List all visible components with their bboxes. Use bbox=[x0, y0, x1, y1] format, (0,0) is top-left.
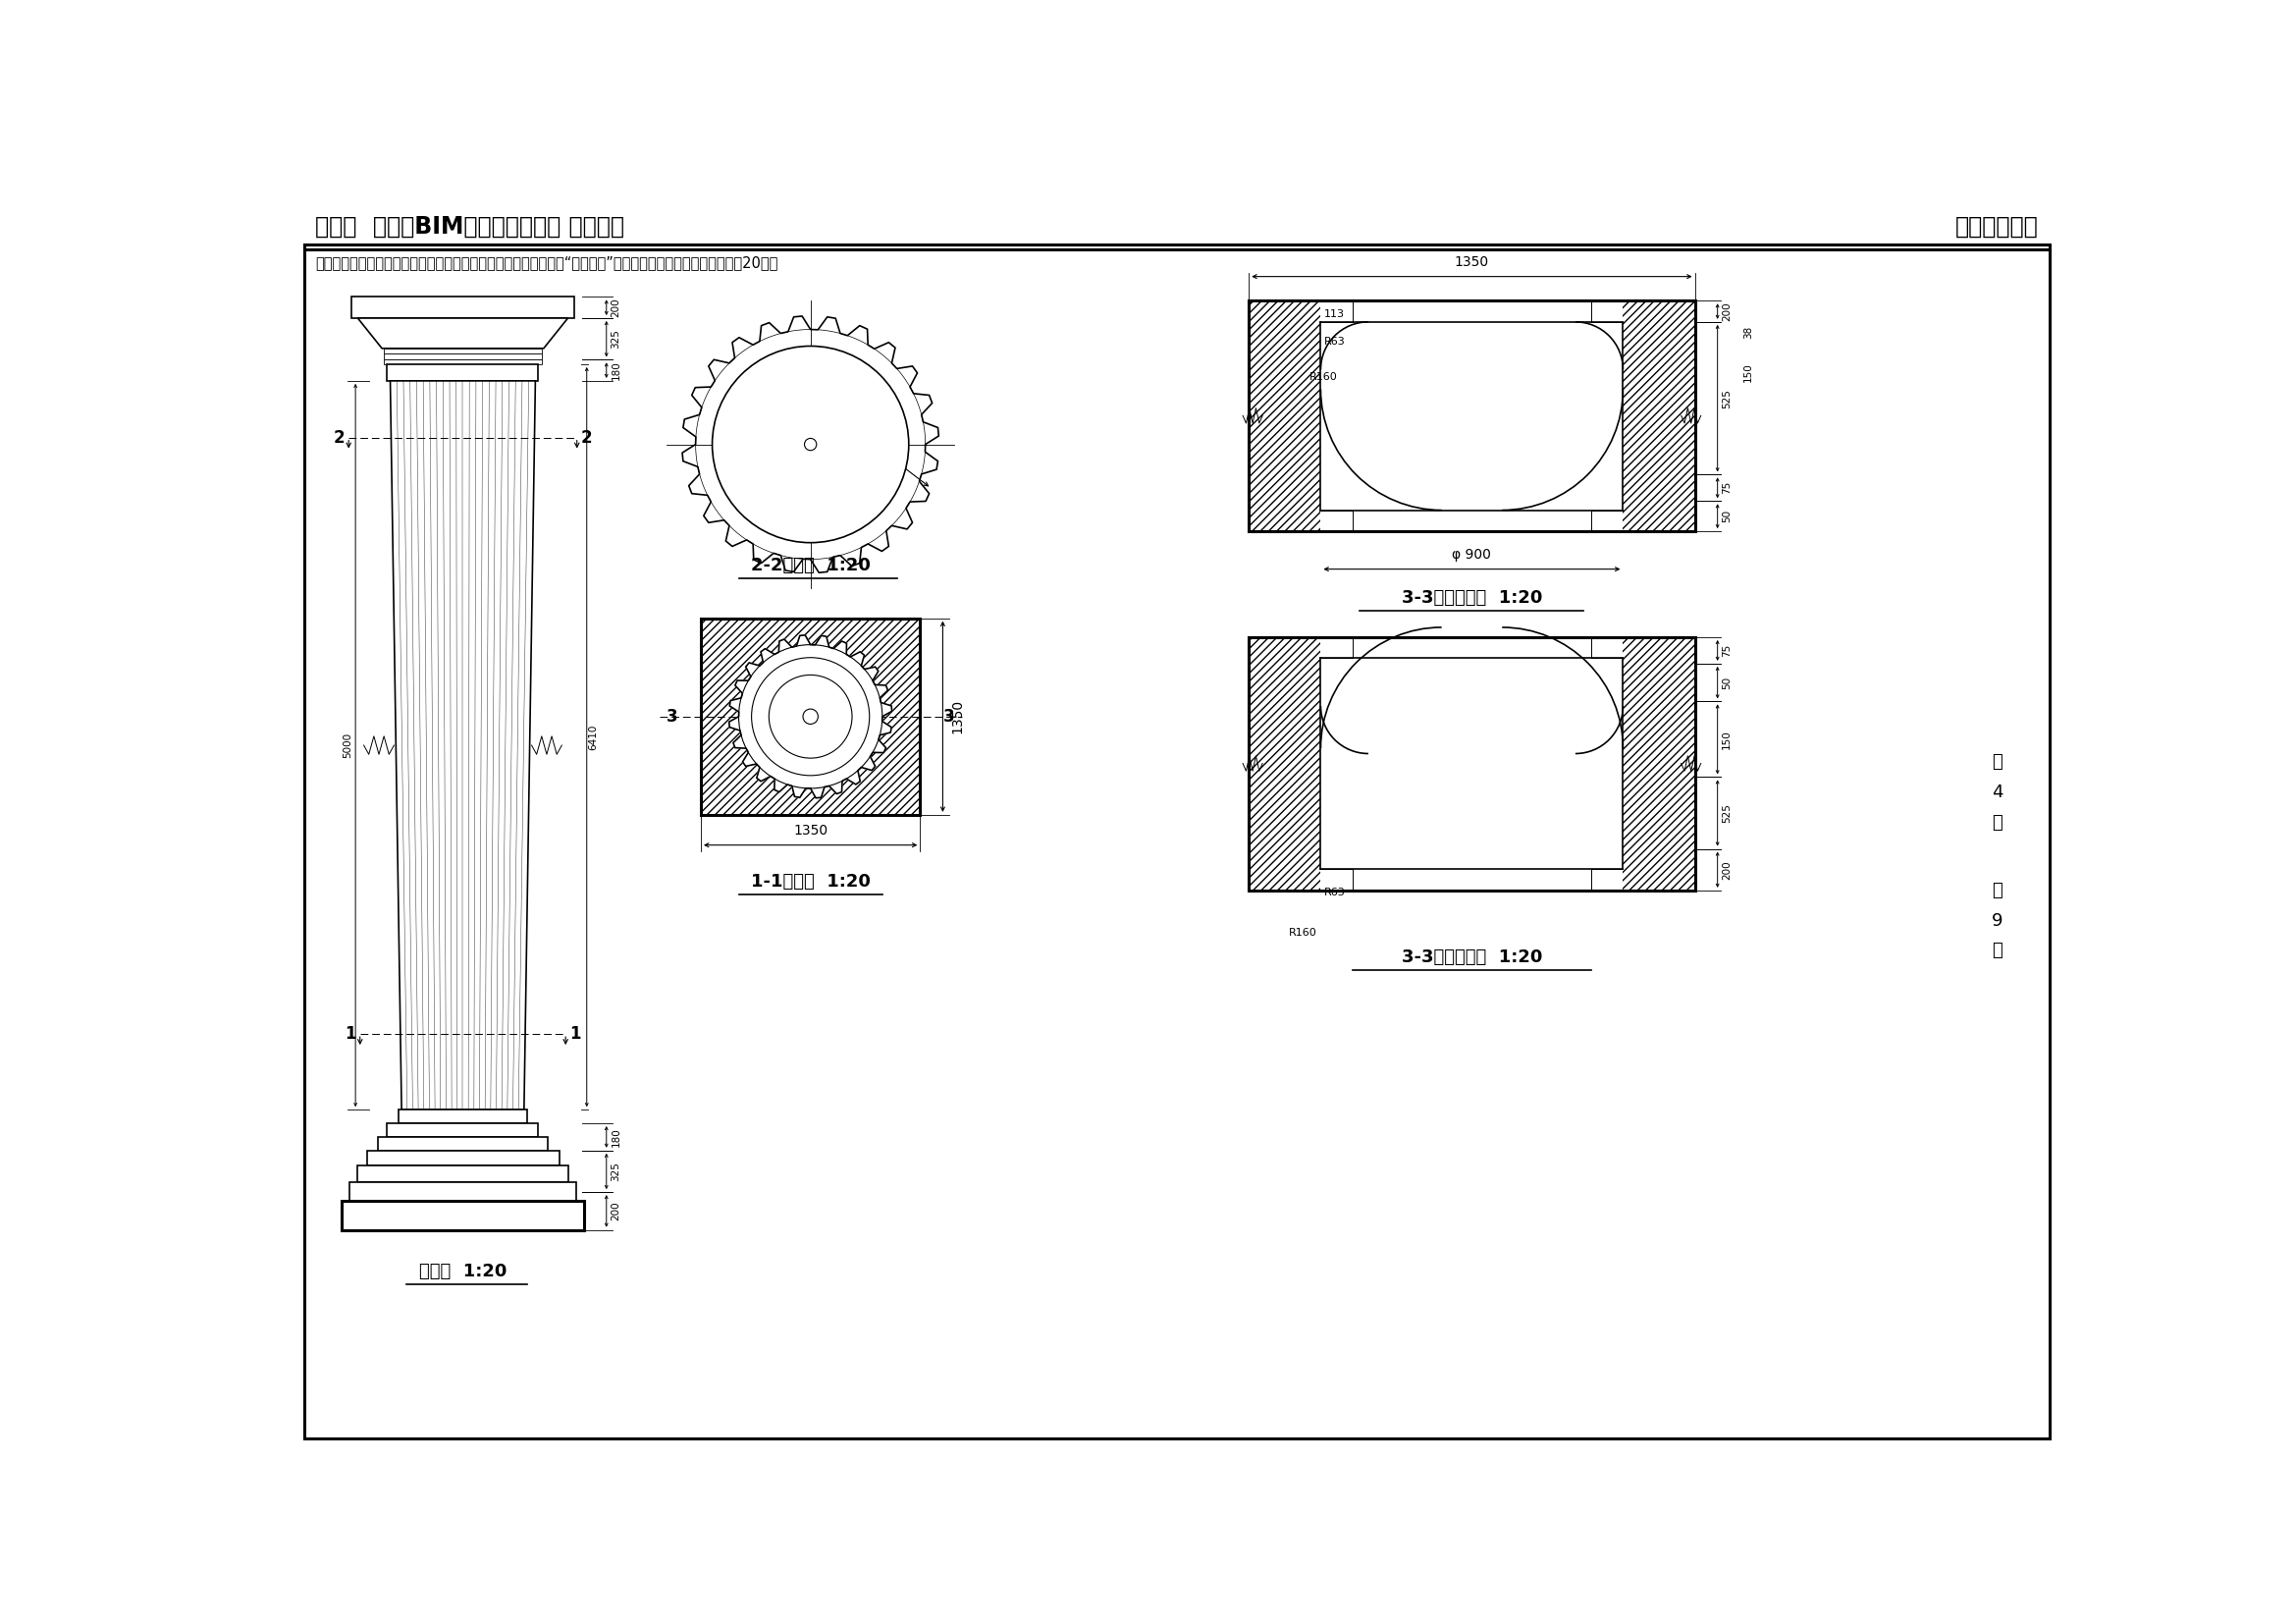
Bar bbox=[383, 359, 542, 364]
Text: 325: 325 bbox=[611, 330, 620, 349]
Bar bbox=[358, 1166, 567, 1182]
Text: 325: 325 bbox=[611, 1161, 620, 1181]
Text: 200: 200 bbox=[1722, 302, 1731, 322]
Bar bbox=[351, 297, 574, 318]
Text: R40: R40 bbox=[852, 416, 877, 429]
Bar bbox=[400, 1109, 528, 1124]
Text: 525: 525 bbox=[1722, 388, 1731, 408]
Text: 共: 共 bbox=[1993, 882, 2002, 900]
Bar bbox=[383, 354, 542, 359]
Polygon shape bbox=[730, 635, 891, 797]
Text: 1: 1 bbox=[569, 1025, 581, 1043]
Bar bbox=[1320, 658, 1623, 869]
Bar bbox=[700, 619, 921, 815]
Text: 第十期  「全国BIM技能等级考试」 一级试题: 第十期 「全国BIM技能等级考试」 一级试题 bbox=[315, 214, 625, 239]
Polygon shape bbox=[390, 382, 535, 1109]
Text: φ 900: φ 900 bbox=[1453, 547, 1492, 562]
Text: 75: 75 bbox=[1722, 481, 1731, 494]
Text: 180: 180 bbox=[611, 1127, 620, 1147]
Text: 页: 页 bbox=[1993, 814, 2002, 831]
Bar bbox=[1249, 300, 1320, 531]
Text: 6410: 6410 bbox=[588, 724, 597, 750]
Bar bbox=[700, 619, 921, 815]
Text: R160: R160 bbox=[1309, 372, 1339, 382]
Text: 4: 4 bbox=[1991, 783, 2002, 801]
Text: 200: 200 bbox=[1722, 861, 1731, 879]
Text: 3: 3 bbox=[666, 708, 677, 726]
Text: 2-2断面图  1:20: 2-2断面图 1:20 bbox=[751, 557, 870, 575]
Text: R562: R562 bbox=[778, 667, 808, 677]
Bar bbox=[1249, 637, 1694, 890]
Text: 75: 75 bbox=[1722, 643, 1731, 656]
Text: 1350: 1350 bbox=[792, 823, 829, 838]
Text: 38: 38 bbox=[1743, 326, 1754, 339]
Text: 第: 第 bbox=[1993, 754, 2002, 771]
Text: 1350: 1350 bbox=[951, 700, 964, 734]
Text: 四、根据给定尺寸，用构建集形式建立陶立克柱的实体模型，并以“陶立克柱”为文件名保存到考生文件夹中。（20分）: 四、根据给定尺寸，用构建集形式建立陶立克柱的实体模型，并以“陶立克柱”为文件名保… bbox=[315, 255, 778, 270]
Text: 200: 200 bbox=[611, 1202, 620, 1221]
Text: R63: R63 bbox=[1325, 336, 1345, 346]
Circle shape bbox=[712, 346, 909, 542]
Text: R450: R450 bbox=[769, 396, 801, 409]
Bar bbox=[367, 1150, 560, 1166]
Polygon shape bbox=[682, 317, 939, 573]
Text: 5000: 5000 bbox=[342, 732, 354, 758]
Text: 180: 180 bbox=[611, 361, 620, 380]
Bar bbox=[349, 1182, 576, 1202]
Bar bbox=[1320, 322, 1623, 510]
Circle shape bbox=[804, 438, 817, 450]
Text: R488: R488 bbox=[817, 685, 845, 695]
Text: R600: R600 bbox=[760, 719, 788, 729]
Text: R63: R63 bbox=[1325, 888, 1345, 898]
Text: 3: 3 bbox=[944, 708, 955, 726]
Bar bbox=[1623, 300, 1694, 531]
Bar bbox=[383, 349, 542, 354]
Text: 1: 1 bbox=[344, 1025, 356, 1043]
Text: 113: 113 bbox=[1325, 310, 1345, 320]
Text: 3-3基座断面图  1:20: 3-3基座断面图 1:20 bbox=[1401, 948, 1543, 966]
Bar bbox=[388, 364, 537, 382]
Text: 525: 525 bbox=[1722, 804, 1731, 823]
Text: R160: R160 bbox=[1288, 927, 1318, 937]
Bar bbox=[388, 1124, 537, 1137]
Text: 50: 50 bbox=[1722, 510, 1731, 523]
Circle shape bbox=[804, 710, 817, 724]
Text: 50: 50 bbox=[1722, 676, 1731, 689]
Text: 页: 页 bbox=[1993, 942, 2002, 960]
Text: 中国图学学会: 中国图学学会 bbox=[1956, 214, 2039, 239]
Text: 2: 2 bbox=[333, 429, 344, 447]
Text: 150: 150 bbox=[1722, 729, 1731, 749]
Bar bbox=[1623, 637, 1694, 890]
Text: 9: 9 bbox=[1991, 911, 2002, 929]
Text: 1350: 1350 bbox=[1456, 255, 1490, 270]
Text: 立面图  1:20: 立面图 1:20 bbox=[418, 1262, 507, 1280]
Polygon shape bbox=[358, 318, 567, 349]
Text: 200: 200 bbox=[611, 297, 620, 317]
Bar bbox=[1249, 637, 1320, 890]
Bar bbox=[342, 1202, 583, 1229]
Text: 2: 2 bbox=[581, 429, 592, 447]
Text: 1-1剖面图  1:20: 1-1剖面图 1:20 bbox=[751, 872, 870, 890]
Bar bbox=[379, 1137, 549, 1150]
Text: 150: 150 bbox=[1743, 362, 1754, 382]
Bar bbox=[1249, 300, 1694, 531]
Text: 3-3柱帽断面图  1:20: 3-3柱帽断面图 1:20 bbox=[1401, 590, 1543, 607]
